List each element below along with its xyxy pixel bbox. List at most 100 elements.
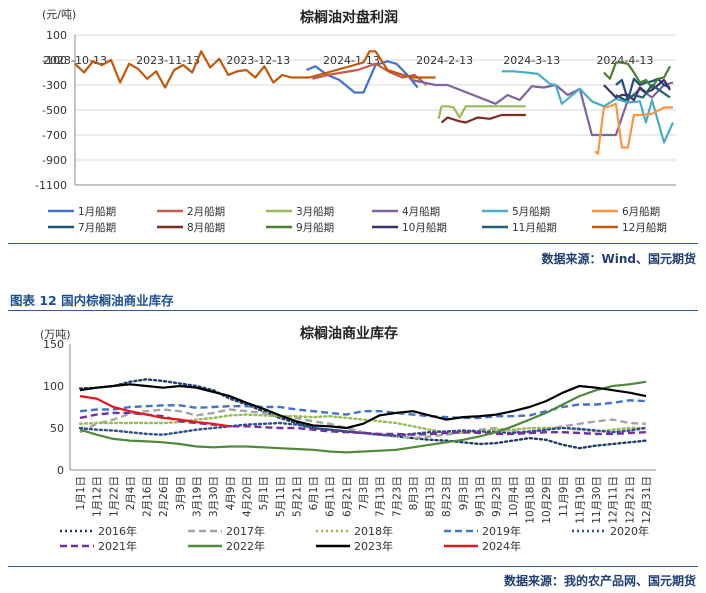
series-line-9 xyxy=(603,61,671,89)
legend-label: 2019年 xyxy=(482,524,521,538)
inventory-chart-ylabel: (万吨) xyxy=(40,328,71,341)
series-line-2024 xyxy=(79,395,230,428)
legend-label: 11月船期 xyxy=(512,221,557,234)
x-tick-label: 9月23日 xyxy=(491,476,503,517)
y-tick-label: 100 xyxy=(46,29,67,42)
x-tick-label: 8月3日 xyxy=(408,476,420,510)
x-tick-label: 7月13日 xyxy=(375,476,387,517)
x-tick-label: 8月13日 xyxy=(425,476,437,517)
x-tick-label: 2月26日 xyxy=(158,476,170,517)
x-tick-label: 7月3日 xyxy=(358,476,370,510)
series-line-2021 xyxy=(79,411,647,436)
source-bottom: 数据来源：我的农产品网、国元期货 xyxy=(503,574,696,588)
series-line-6 xyxy=(594,102,673,155)
legend-label: 2021年 xyxy=(98,539,137,553)
inventory-chart: 棕榈油商业库存 (万吨) 0 50 100 150 1月1日 1月12日 1月22日 2月4… xyxy=(40,325,656,553)
legend-label: 2016年 xyxy=(98,524,137,538)
series-line-2 xyxy=(312,62,428,86)
y-tick-label: -100 xyxy=(42,54,67,67)
x-tick-label: 2024-3-13 xyxy=(503,54,560,67)
source-top: 数据来源：Wind、国元期货 xyxy=(541,252,696,266)
x-tick-label: 12月21日 xyxy=(624,476,636,524)
x-tick-label: 1月22日 xyxy=(108,476,120,517)
profit-chart: 棕榈油对盘利润 (元/吨) 100 -100 -300 -500 -700 -900 -11… xyxy=(35,8,676,234)
inventory-x-axis: 1月1日 1月12日 1月22日 2月4日 2月16日 2月26日 3月9日 3月19日 3月3… xyxy=(75,476,653,524)
profit-chart-ylabel: (元/吨) xyxy=(42,8,76,21)
x-tick-label: 10月4日 xyxy=(508,476,520,517)
x-tick-label: 2023-11-13 xyxy=(136,54,200,67)
legend-label: 2018年 xyxy=(354,524,393,538)
x-tick-label: 6月1日 xyxy=(308,476,320,510)
x-tick-label: 8月23日 xyxy=(441,476,453,517)
series-line-2016 xyxy=(78,378,648,450)
inventory-chart-title: 棕榈油商业库存 xyxy=(299,325,398,342)
series-line-8 xyxy=(440,113,526,124)
x-tick-label: 10月18日 xyxy=(524,476,536,524)
legend-label: 2024年 xyxy=(482,539,521,553)
x-tick-label: 9月3日 xyxy=(458,476,470,510)
x-tick-label: 2024-4-13 xyxy=(596,54,653,67)
y-tick-label: -300 xyxy=(42,79,67,92)
series-line-10 xyxy=(603,78,671,102)
series-line-5 xyxy=(501,70,675,144)
x-tick-label: 4月9日 xyxy=(225,476,237,510)
x-tick-label: 1月1日 xyxy=(75,476,87,510)
x-tick-label: 2月16日 xyxy=(142,476,154,517)
x-tick-label: 5月1日 xyxy=(258,476,270,510)
x-tick-label: 11月19日 xyxy=(574,476,586,524)
legend-label: 10月船期 xyxy=(402,221,447,234)
legend-label: 8月船期 xyxy=(187,221,225,234)
legend-label: 2月船期 xyxy=(187,205,225,218)
x-tick-label: 9月13日 xyxy=(475,476,487,517)
profit-series-group xyxy=(74,50,675,155)
legend-label: 2020年 xyxy=(610,524,649,538)
legend-label: 2017年 xyxy=(226,524,265,538)
series-line-12 xyxy=(74,50,436,89)
legend-label: 2022年 xyxy=(226,539,265,553)
series-line-1 xyxy=(305,60,419,94)
y-tick-label: -500 xyxy=(42,104,67,117)
inventory-series-group xyxy=(78,378,648,454)
profit-x-axis: 2023-10-13 2023-11-13 2023-12-13 2024-1-13 2… xyxy=(43,54,653,67)
x-tick-label: 3月19日 xyxy=(192,476,204,517)
y-tick-label: 100 xyxy=(43,380,64,393)
x-tick-label: 1月12日 xyxy=(92,476,104,517)
inventory-y-axis: 0 50 100 150 xyxy=(43,338,656,477)
series-line-2023 xyxy=(79,383,647,430)
y-tick-label: -900 xyxy=(42,154,67,167)
profit-legend: 1月船期 2月船期 3月船期 4月船期 5月船期 6月船期 7月船期 8月船期 9月船期 10月船… xyxy=(48,205,667,234)
legend-label: 5月船期 xyxy=(512,205,550,218)
figure-title: 图表 12 国内棕榈油商业库存 xyxy=(10,293,174,308)
y-tick-label: -700 xyxy=(42,129,67,142)
x-tick-label: 5月11日 xyxy=(275,476,287,517)
x-tick-label: 11月9日 xyxy=(558,476,570,517)
x-tick-label: 3月9日 xyxy=(175,476,187,510)
x-tick-label: 2024-2-13 xyxy=(416,54,473,67)
series-line-2022 xyxy=(79,380,647,454)
legend-label: 6月船期 xyxy=(622,205,660,218)
y-tick-label: 50 xyxy=(50,422,64,435)
x-tick-label: 12月11日 xyxy=(608,476,620,524)
series-line-11 xyxy=(615,83,671,102)
x-tick-label: 2月4日 xyxy=(125,476,137,510)
x-tick-label: 7月23日 xyxy=(391,476,403,517)
divider-figure xyxy=(8,310,698,311)
x-tick-label: 6月11日 xyxy=(325,476,337,517)
y-tick-label: 0 xyxy=(57,464,64,477)
legend-label: 9月船期 xyxy=(296,221,334,234)
series-line-3 xyxy=(437,105,526,120)
divider-top xyxy=(8,243,698,244)
legend-label: 7月船期 xyxy=(78,221,116,234)
legend-label: 12月船期 xyxy=(622,221,667,234)
profit-chart-title: 棕榈油对盘利润 xyxy=(299,9,398,26)
legend-label: 3月船期 xyxy=(296,205,334,218)
y-tick-label: -1100 xyxy=(35,179,67,192)
x-tick-label: 4月20日 xyxy=(241,476,253,517)
inventory-legend: 2016年 2017年 2018年 2019年 2020年 2021年 2022年 2023年… xyxy=(60,524,649,553)
x-tick-label: 6月21日 xyxy=(341,476,353,517)
x-tick-label: 12月31日 xyxy=(641,476,653,524)
x-tick-label: 3月30日 xyxy=(208,476,220,517)
legend-label: 4月船期 xyxy=(402,205,440,218)
legend-label: 2023年 xyxy=(354,539,393,553)
series-line-2020 xyxy=(78,421,648,437)
